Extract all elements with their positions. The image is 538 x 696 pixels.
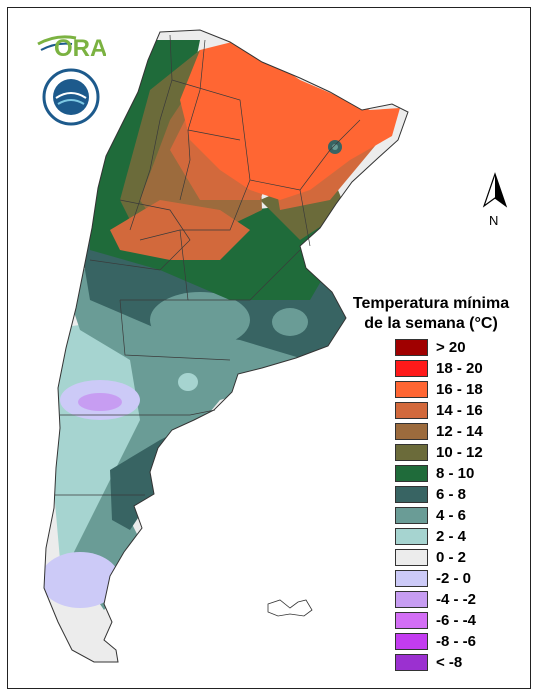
legend-label: < -8: [436, 654, 463, 671]
legend-swatch: [395, 402, 428, 419]
legend-label: -6 - -4: [436, 612, 477, 629]
legend-swatch: [395, 360, 428, 377]
legend-label: -4 - -2: [436, 591, 477, 608]
legend-title-line2: de la semana (°C): [364, 315, 498, 332]
legend-item: -4 - -2: [395, 589, 483, 610]
legend-item: 4 - 6: [395, 505, 483, 526]
legend-swatch: [395, 528, 428, 545]
legend-item: 16 - 18: [395, 379, 483, 400]
smn-logo: [42, 68, 100, 126]
north-arrow-icon: N: [478, 172, 512, 232]
legend-title-line1: Temperatura mínima: [352, 295, 510, 312]
legend: > 20 18 - 20 16 - 18 14 - 16 12 - 14 10 - 12 8…: [395, 337, 483, 673]
legend-item: > 20: [395, 337, 483, 358]
legend-label: 0 - 2: [436, 549, 467, 566]
legend-item: 2 - 4: [395, 526, 483, 547]
legend-swatch: [395, 381, 428, 398]
legend-label: 2 - 4: [436, 528, 467, 545]
country-outline: [43, 29, 409, 663]
legend-item: 8 - 10: [395, 463, 483, 484]
legend-label: 12 - 14: [436, 423, 483, 440]
legend-item: 18 - 20: [395, 358, 483, 379]
legend-swatch: [395, 654, 428, 671]
legend-swatch: [395, 591, 428, 608]
legend-swatch: [395, 633, 428, 650]
legend-swatch: [395, 423, 428, 440]
malvinas-islands: [267, 599, 313, 617]
legend-label: 10 - 12: [436, 444, 483, 461]
legend-swatch: [395, 570, 428, 587]
ora-logo: ORA: [36, 26, 107, 66]
legend-item: -8 - -6: [395, 631, 483, 652]
legend-item: 6 - 8: [395, 484, 483, 505]
legend-label: 18 - 20: [436, 360, 483, 377]
legend-item: 0 - 2: [395, 547, 483, 568]
legend-item: < -8: [395, 652, 483, 673]
legend-label: 14 - 16: [436, 402, 483, 419]
legend-item: -2 - 0: [395, 568, 483, 589]
legend-item: 12 - 14: [395, 421, 483, 442]
legend-label: -2 - 0: [436, 570, 472, 587]
legend-swatch: [395, 507, 428, 524]
legend-label: 6 - 8: [436, 486, 467, 503]
legend-item: 14 - 16: [395, 400, 483, 421]
legend-item: 10 - 12: [395, 442, 483, 463]
legend-swatch: [395, 465, 428, 482]
ora-logo-text: ORA: [54, 35, 106, 62]
province-boundaries: [55, 34, 361, 496]
north-label: N: [489, 213, 498, 228]
legend-label: -8 - -6: [436, 633, 477, 650]
legend-label: 8 - 10: [436, 465, 475, 482]
legend-title: Temperatura mínima de la semana (°C): [336, 294, 526, 334]
legend-label: 16 - 18: [436, 381, 483, 398]
legend-swatch: [395, 486, 428, 503]
legend-item: -6 - -4: [395, 610, 483, 631]
legend-swatch: [395, 612, 428, 629]
legend-label: 4 - 6: [436, 507, 467, 524]
legend-swatch: [395, 339, 428, 356]
legend-swatch: [395, 444, 428, 461]
legend-swatch: [395, 549, 428, 566]
legend-label: > 20: [436, 339, 466, 356]
